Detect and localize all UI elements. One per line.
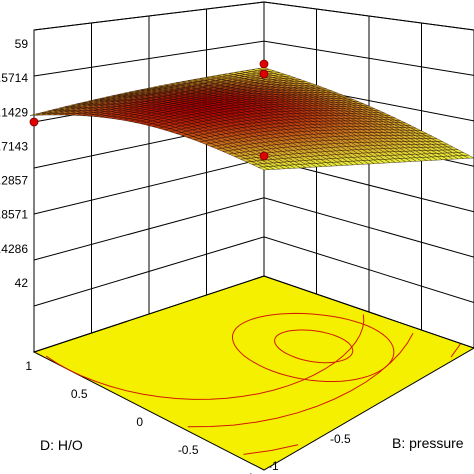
contour-line [243, 343, 461, 455]
x-axis-title: D: H/O [40, 437, 83, 453]
response-surface [29, 67, 474, 171]
x-tick-label: 0 [136, 415, 143, 429]
z-gridline [33, 40, 474, 77]
x-tick-label: 1 [25, 359, 32, 373]
x-tick-label: 0.5 [71, 387, 88, 401]
z-gridline [33, 236, 474, 307]
tick-labels: 59 56.5714 54.1429 51.7143 49.2857 46.8571 44.… [0, 37, 351, 474]
design-point [259, 151, 269, 161]
z-tick-label: 59 [15, 37, 29, 51]
contour-line [187, 332, 414, 428]
z-gridline [33, 1, 474, 31]
z-tick-label: 46.8571 [0, 208, 28, 222]
z-tick-label: 54.1429 [0, 105, 28, 119]
surface-cell [462, 155, 474, 159]
z-gridline [33, 197, 474, 261]
y-axis-title: B: pressure [392, 435, 464, 451]
y-tick-label: -0.5 [330, 432, 351, 446]
z-tick-label: 49.2857 [0, 174, 28, 188]
design-points [29, 59, 269, 161]
design-point [259, 69, 269, 79]
design-point [29, 117, 39, 127]
y-tick-label: -1 [268, 459, 279, 473]
contour-line [274, 329, 354, 364]
z-tick-label: 51.7143 [0, 139, 28, 153]
x-tick-label: -0.5 [178, 443, 199, 457]
z-tick-label: 44.4286 [0, 242, 28, 256]
contour-line [232, 312, 395, 382]
x-tick-label: -1 [243, 471, 254, 474]
z-gridline [33, 275, 474, 353]
design-point [259, 59, 269, 69]
z-tick-label: 56.5714 [0, 71, 28, 85]
z-tick-label: 42 [15, 276, 29, 290]
